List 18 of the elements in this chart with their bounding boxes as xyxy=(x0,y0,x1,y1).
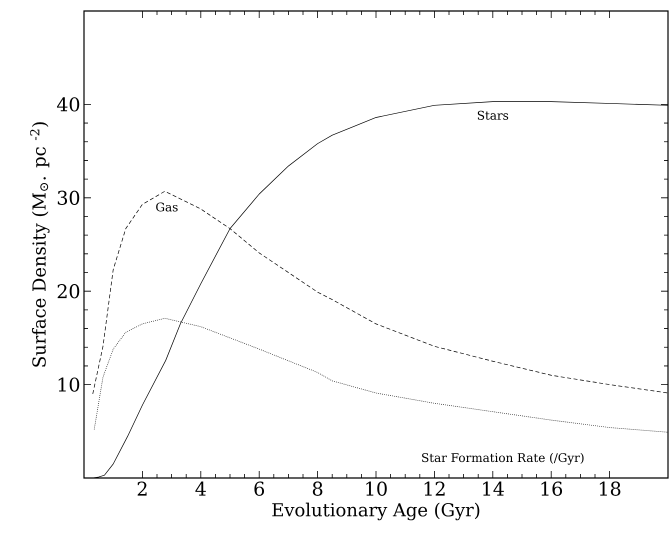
x-axis-title: Evolutionary Age (Gyr) xyxy=(272,502,480,520)
y-tick-label: 30 xyxy=(58,190,80,205)
x-tick-label: 18 xyxy=(600,482,620,496)
x-tick-label: 2 xyxy=(138,482,147,496)
x-tick-label: 8 xyxy=(312,482,322,496)
x-tick-label: 4 xyxy=(195,482,206,496)
x-tick-label: 12 xyxy=(424,482,445,496)
series-label: Stars xyxy=(478,110,508,120)
y-tick-label: 10 xyxy=(58,377,80,392)
y-tick-label: 20 xyxy=(58,284,80,298)
series-label: Gas xyxy=(156,202,178,212)
x-tick-label: 14 xyxy=(483,482,504,496)
y-tick-label: 40 xyxy=(56,97,80,112)
x-tick-label: 6 xyxy=(254,482,264,496)
x-tick-label: 16 xyxy=(541,482,562,496)
text: Star Formation Rate (/Gyr) xyxy=(422,452,584,465)
y-axis-title: Surface Density (M$_{⊙}$. pc $^{-2}$) xyxy=(30,122,50,367)
x-tick-label: 10 xyxy=(366,482,387,496)
